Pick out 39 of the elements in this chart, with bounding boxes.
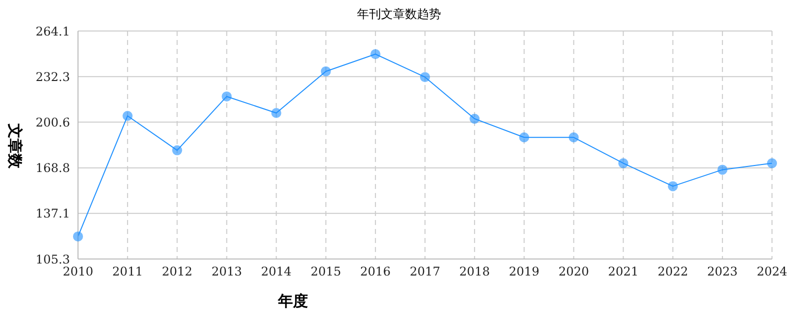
y-tick-label: 264.1 [36,24,70,38]
x-tick-label: 2015 [310,264,342,279]
point [320,66,331,76]
x-tick-label: 2022 [658,264,688,279]
point [271,108,282,118]
point [568,132,579,142]
x-tick-label: 2020 [558,264,589,279]
point [668,181,678,192]
point [420,72,430,82]
x-tick-label: 2017 [410,264,440,279]
x-tick-label: 2010 [62,264,94,279]
y-tick-label: 168.8 [36,161,70,176]
x-tick-label: 2012 [162,264,192,279]
x-tick-label: 2021 [608,264,639,279]
x-tick-label: 2023 [707,264,738,279]
point [222,91,232,102]
y-tick-label: 137.1 [36,206,70,221]
y-tick-label: 105.3 [36,252,70,266]
x-tick-label: 2014 [261,264,292,279]
x-tick-label: 2011 [112,264,143,279]
point [370,49,380,60]
x-axis-title: 年度 [278,292,308,311]
point [717,164,728,175]
point [470,114,480,124]
point [122,110,133,121]
x-tick-label: 2019 [508,264,540,279]
chart-title: 年刊文章数趋势 [356,6,442,23]
y-tick-label: 200.6 [36,115,70,130]
y-tick-label: 232.3 [36,70,70,84]
x-tick-label: 2013 [211,264,242,279]
y-axis-title: 文章数 [5,122,24,170]
point [767,158,777,168]
point [73,231,83,242]
x-tick-label: 2018 [459,264,490,279]
x-tick-label: 2024 [756,264,788,279]
point [172,145,182,156]
point [519,132,530,142]
point [618,158,628,168]
x-tick-label: 2016 [360,264,391,279]
